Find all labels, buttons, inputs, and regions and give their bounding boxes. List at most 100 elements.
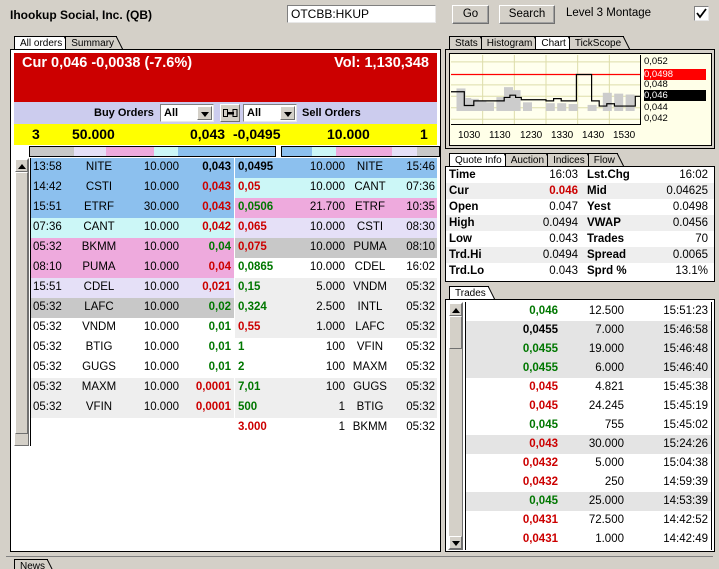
ask-time: 05:32 <box>406 341 435 353</box>
trade-row[interactable]: 0,0431 1.000 14:42:49 <box>466 530 711 549</box>
trade-row[interactable]: 0,0432 250 14:59:39 <box>466 473 711 492</box>
ask-price: 0,065 <box>238 221 267 233</box>
scrollbar-thumb[interactable] <box>15 172 28 434</box>
trade-time: 15:45:02 <box>663 419 708 431</box>
chart-plot-area[interactable] <box>451 55 641 125</box>
trade-row[interactable]: 0,043 30.000 15:24:26 <box>466 435 711 454</box>
quote-info-tabstrip[interactable]: Quote Info Auction Indices Flow <box>449 153 626 170</box>
trade-price: 0,0455 <box>522 362 558 374</box>
order-book-scrollbar[interactable] <box>14 158 29 446</box>
trade-row[interactable]: 0,045 25.000 14:53:39 <box>466 492 711 511</box>
ask-price: 0,0865 <box>238 261 274 273</box>
bid-depth-strip <box>29 146 276 157</box>
bid-size: 10.000 <box>143 321 179 333</box>
quote-value-right: 70 <box>695 233 708 245</box>
bottom-tabstrip[interactable]: News <box>14 559 53 569</box>
ask-time: 05:32 <box>406 361 435 373</box>
bid-row[interactable]: 05:32 VFIN 10.000 0,0001 <box>31 398 234 418</box>
trade-size: 30.000 <box>588 438 624 450</box>
bid-market-maker: CSTI <box>85 181 113 193</box>
ask-row[interactable]: 0,55 1.000 LAFC 05:32 <box>235 318 437 338</box>
bid-price: 0,02 <box>208 301 231 313</box>
ask-row[interactable]: 0,05 10.000 CANT 07:36 <box>235 178 437 198</box>
chevron-down-icon[interactable] <box>197 106 212 120</box>
bid-row[interactable]: 15:51 CDEL 10.000 0,021 <box>31 278 234 298</box>
ask-row[interactable]: 7,01 100 GUGS 05:32 <box>235 378 437 398</box>
depth-segment <box>336 147 392 156</box>
depth-segment <box>106 147 154 156</box>
buy-filter-value: All <box>164 107 179 119</box>
chevron-down-icon[interactable] <box>280 106 295 120</box>
ask-time: 05:32 <box>406 281 435 293</box>
trade-row[interactable]: 0,045 755 15:45:02 <box>466 416 711 435</box>
trades-scroll-down-button[interactable] <box>449 536 462 549</box>
trade-size: 250 <box>604 476 624 488</box>
ask-row[interactable]: 0,0495 10.000 NITE 15:46 <box>235 158 437 178</box>
level3-montage-checkbox[interactable] <box>694 6 709 21</box>
bid-row[interactable]: 07:36 CANT 10.000 0,042 <box>31 218 234 238</box>
ask-row[interactable]: 0,15 5.000 VNDM 05:32 <box>235 278 437 298</box>
trade-row[interactable]: 0,045 24.245 15:45:19 <box>466 397 711 416</box>
bid-row[interactable]: 15:51 ETRF 30.000 0,043 <box>31 198 234 218</box>
bid-row[interactable]: 05:32 VNDM 10.000 0,01 <box>31 318 234 338</box>
trade-price: 0,0455 <box>522 343 558 355</box>
trades-scrollbar-thumb[interactable] <box>449 316 462 349</box>
trades-scrollbar[interactable] <box>448 302 463 550</box>
trade-row[interactable]: 0,045 4.821 15:45:38 <box>466 378 711 397</box>
depth-segment <box>282 147 312 156</box>
bid-row[interactable]: 08:10 PUMA 10.000 0,04 <box>31 258 234 278</box>
trade-time: 14:42:52 <box>663 514 708 526</box>
trade-row[interactable]: 0,046 12.500 15:51:23 <box>466 302 711 321</box>
ask-market-maker: ETRF <box>354 201 386 213</box>
trade-row[interactable]: 0,0455 6.000 15:46:40 <box>466 359 711 378</box>
bid-row[interactable]: 05:32 GUGS 10.000 0,01 <box>31 358 234 378</box>
bid-size: 10.000 <box>143 341 179 353</box>
ask-market-maker: NITE <box>356 161 384 173</box>
bid-row[interactable]: 05:32 LAFC 10.000 0,02 <box>31 298 234 318</box>
trade-row[interactable]: 0,0455 7.000 15:46:58 <box>466 321 711 340</box>
order-book-columns: 13:58 NITE 10.000 0,043 14:42 CSTI 10.000 0,043… <box>30 158 437 446</box>
window-bottom-divider <box>6 556 713 557</box>
ask-row[interactable]: 500 1 BTIG 05:32 <box>235 398 437 418</box>
bid-row[interactable]: 05:32 MAXM 10.000 0,0001 <box>31 378 234 398</box>
chart-y-tick: 0,048 <box>644 78 668 90</box>
tab-news[interactable]: News <box>14 559 53 569</box>
ask-row[interactable]: 0,0506 21.700 ETRF 10:35 <box>235 198 437 218</box>
order-book-body: 13:58 NITE 10.000 0,043 14:42 CSTI 10.000 0,043… <box>14 158 437 446</box>
ask-row[interactable]: 0,065 10.000 CSTI 08:30 <box>235 218 437 238</box>
search-button[interactable]: Search <box>499 5 555 24</box>
go-button[interactable]: Go <box>452 5 489 24</box>
trade-row[interactable]: 0,0432 5.000 15:04:38 <box>466 454 711 473</box>
link-bid-ask-button[interactable] <box>220 104 240 122</box>
quote-label-left: Open <box>449 201 479 213</box>
ask-row[interactable]: 1 100 VFIN 05:32 <box>235 338 437 358</box>
ask-row[interactable]: 2 100 MAXM 05:32 <box>235 358 437 378</box>
ask-row[interactable]: 0,324 2.500 INTL 05:32 <box>235 298 437 318</box>
ask-size: 100 <box>325 381 345 393</box>
bid-row[interactable]: 14:42 CSTI 10.000 0,043 <box>31 178 234 198</box>
bid-row[interactable]: 13:58 NITE 10.000 0,043 <box>31 158 234 178</box>
scroll-up-button[interactable] <box>15 159 28 172</box>
symbol-input[interactable] <box>287 5 436 23</box>
trade-row[interactable]: 0,0455 19.000 15:46:48 <box>466 340 711 359</box>
ask-row[interactable]: 0,0865 10.000 CDEL 16:02 <box>235 258 437 278</box>
ask-market-maker: MAXM <box>352 361 388 373</box>
bid-row[interactable]: 05:32 BTIG 10.000 0,01 <box>31 338 234 358</box>
ask-price: 0,324 <box>238 301 267 313</box>
quote-label-left: Cur <box>449 185 469 197</box>
bid-row[interactable]: 05:32 BKMM 10.000 0,04 <box>31 238 234 258</box>
chart-y-tick: 0,052 <box>644 55 668 67</box>
trade-time: 15:04:38 <box>663 457 708 469</box>
trade-row[interactable]: 0,0431 72.500 14:42:52 <box>466 511 711 530</box>
bid-time: 14:42 <box>33 181 62 193</box>
chart-tabstrip[interactable]: Stats Histogram Chart TickScope <box>449 36 632 53</box>
depth-segment <box>74 147 106 156</box>
sell-orders-filter-select[interactable]: All <box>243 104 297 122</box>
quote-info-row: Low 0.043 Trades 70 <box>446 231 714 247</box>
bbo-bid-count: 3 <box>32 126 40 142</box>
trades-scroll-up-button[interactable] <box>449 303 462 316</box>
ask-row[interactable]: 3.000 1 BKMM 05:32 <box>235 418 437 438</box>
ask-row[interactable]: 0,075 10.000 PUMA 08:10 <box>235 238 437 258</box>
bid-price: 0,042 <box>202 221 231 233</box>
buy-orders-filter-select[interactable]: All <box>160 104 214 122</box>
